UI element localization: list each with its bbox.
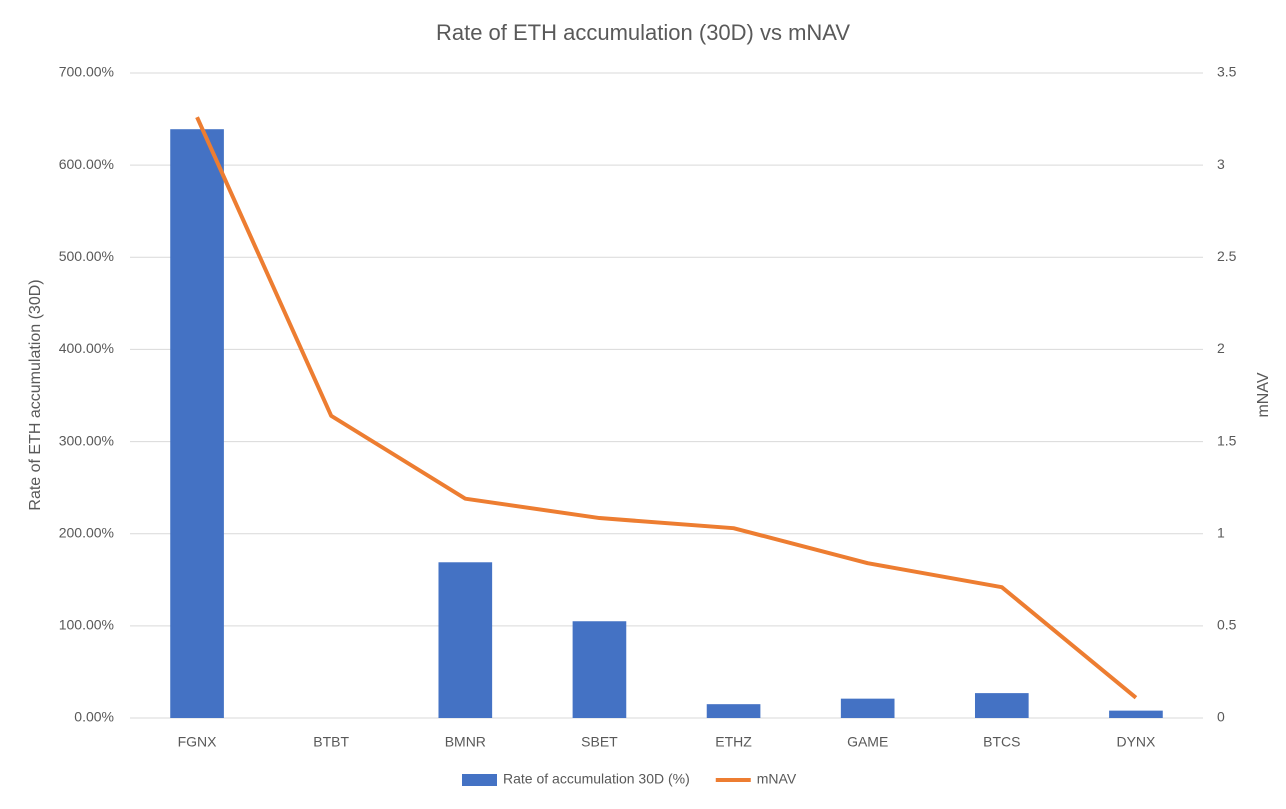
x-tick-label: ETHZ [715, 734, 752, 750]
legend-label: mNAV [757, 771, 797, 787]
x-tick-label: GAME [847, 734, 888, 750]
y-axis-label: Rate of ETH accumulation (30D) [27, 279, 44, 510]
x-tick-label: BTCS [983, 734, 1020, 750]
legend-label: Rate of accumulation 30D (%) [503, 771, 690, 787]
y2-tick-label: 1 [1217, 524, 1225, 540]
y2-tick-label: 1.5 [1217, 432, 1237, 448]
y-tick-label: 200.00% [59, 524, 114, 540]
y2-tick-label: 3.5 [1217, 64, 1237, 80]
y2-tick-label: 0 [1217, 709, 1225, 725]
bar [1109, 710, 1163, 718]
y2-tick-label: 2.5 [1217, 248, 1237, 264]
y2-axis-label: mNAV [1255, 372, 1272, 417]
y-tick-label: 300.00% [59, 432, 114, 448]
x-tick-label: BTBT [313, 734, 349, 750]
x-tick-label: FGNX [178, 734, 218, 750]
x-tick-label: SBET [581, 734, 618, 750]
chart-title: Rate of ETH accumulation (30D) vs mNAV [436, 20, 850, 45]
line [195, 116, 1138, 700]
legend-swatch [462, 774, 497, 786]
y-tick-label: 400.00% [59, 340, 114, 356]
bar [170, 129, 224, 718]
y-tick-label: 600.00% [59, 156, 114, 172]
y2-tick-label: 0.5 [1217, 617, 1237, 633]
x-tick-label: DYNX [1116, 734, 1156, 750]
bar [706, 704, 761, 718]
bar [974, 693, 1029, 718]
y-tick-label: 500.00% [59, 248, 114, 264]
y2-tick-label: 2 [1217, 340, 1225, 356]
bar [438, 562, 493, 718]
bar [572, 621, 627, 718]
y-tick-label: 100.00% [59, 617, 114, 633]
y-tick-label: 0.00% [74, 709, 114, 725]
y-tick-label: 700.00% [59, 64, 114, 80]
bar [840, 698, 895, 718]
x-tick-label: BMNR [445, 734, 486, 750]
y2-tick-label: 3 [1217, 156, 1225, 172]
